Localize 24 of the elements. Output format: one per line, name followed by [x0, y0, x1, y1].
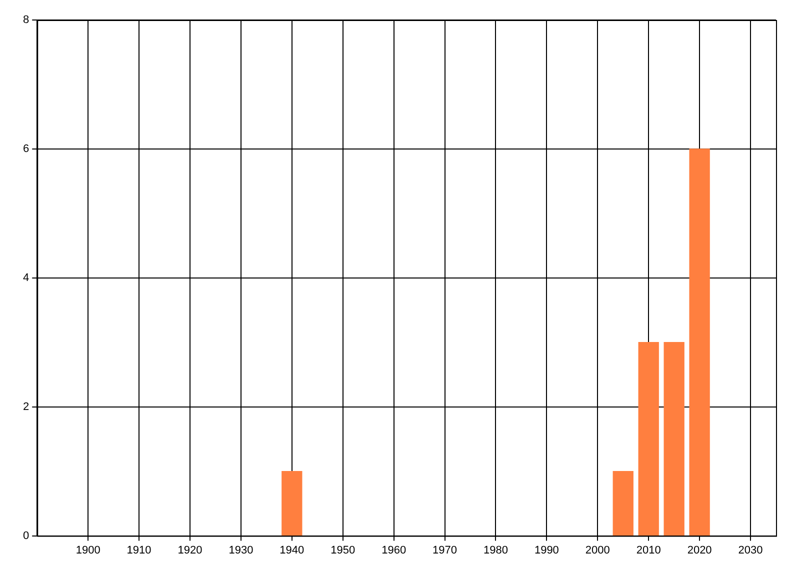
bar [689, 148, 710, 536]
x-tick-label: 1960 [382, 544, 406, 556]
x-tick-label: 1920 [178, 544, 202, 556]
y-tick-label: 4 [22, 272, 30, 284]
x-tick-label: 2020 [687, 544, 712, 556]
bar [664, 342, 684, 536]
bar [282, 470, 302, 536]
x-tick-label: 1900 [76, 544, 100, 556]
x-tick-label: 1990 [534, 544, 559, 556]
x-tick-label: 2030 [738, 544, 763, 556]
x-tick-label: 2000 [585, 544, 610, 556]
y-tick-label: 0 [22, 530, 30, 542]
y-tick-label: 6 [22, 142, 30, 155]
bar [638, 342, 659, 536]
x-tick-label: 1910 [126, 544, 152, 556]
x-tick-label: 1980 [483, 544, 508, 556]
x-tick-label: 1950 [330, 544, 356, 556]
y-tick-label: 8 [22, 14, 30, 26]
x-tick-label: 1930 [228, 544, 254, 556]
x-tick-label: 2010 [636, 544, 661, 556]
bar [612, 470, 634, 536]
x-tick-label: 1970 [432, 544, 458, 556]
y-tick-label: 2 [22, 400, 30, 413]
x-tick-label: 1940 [280, 544, 304, 556]
